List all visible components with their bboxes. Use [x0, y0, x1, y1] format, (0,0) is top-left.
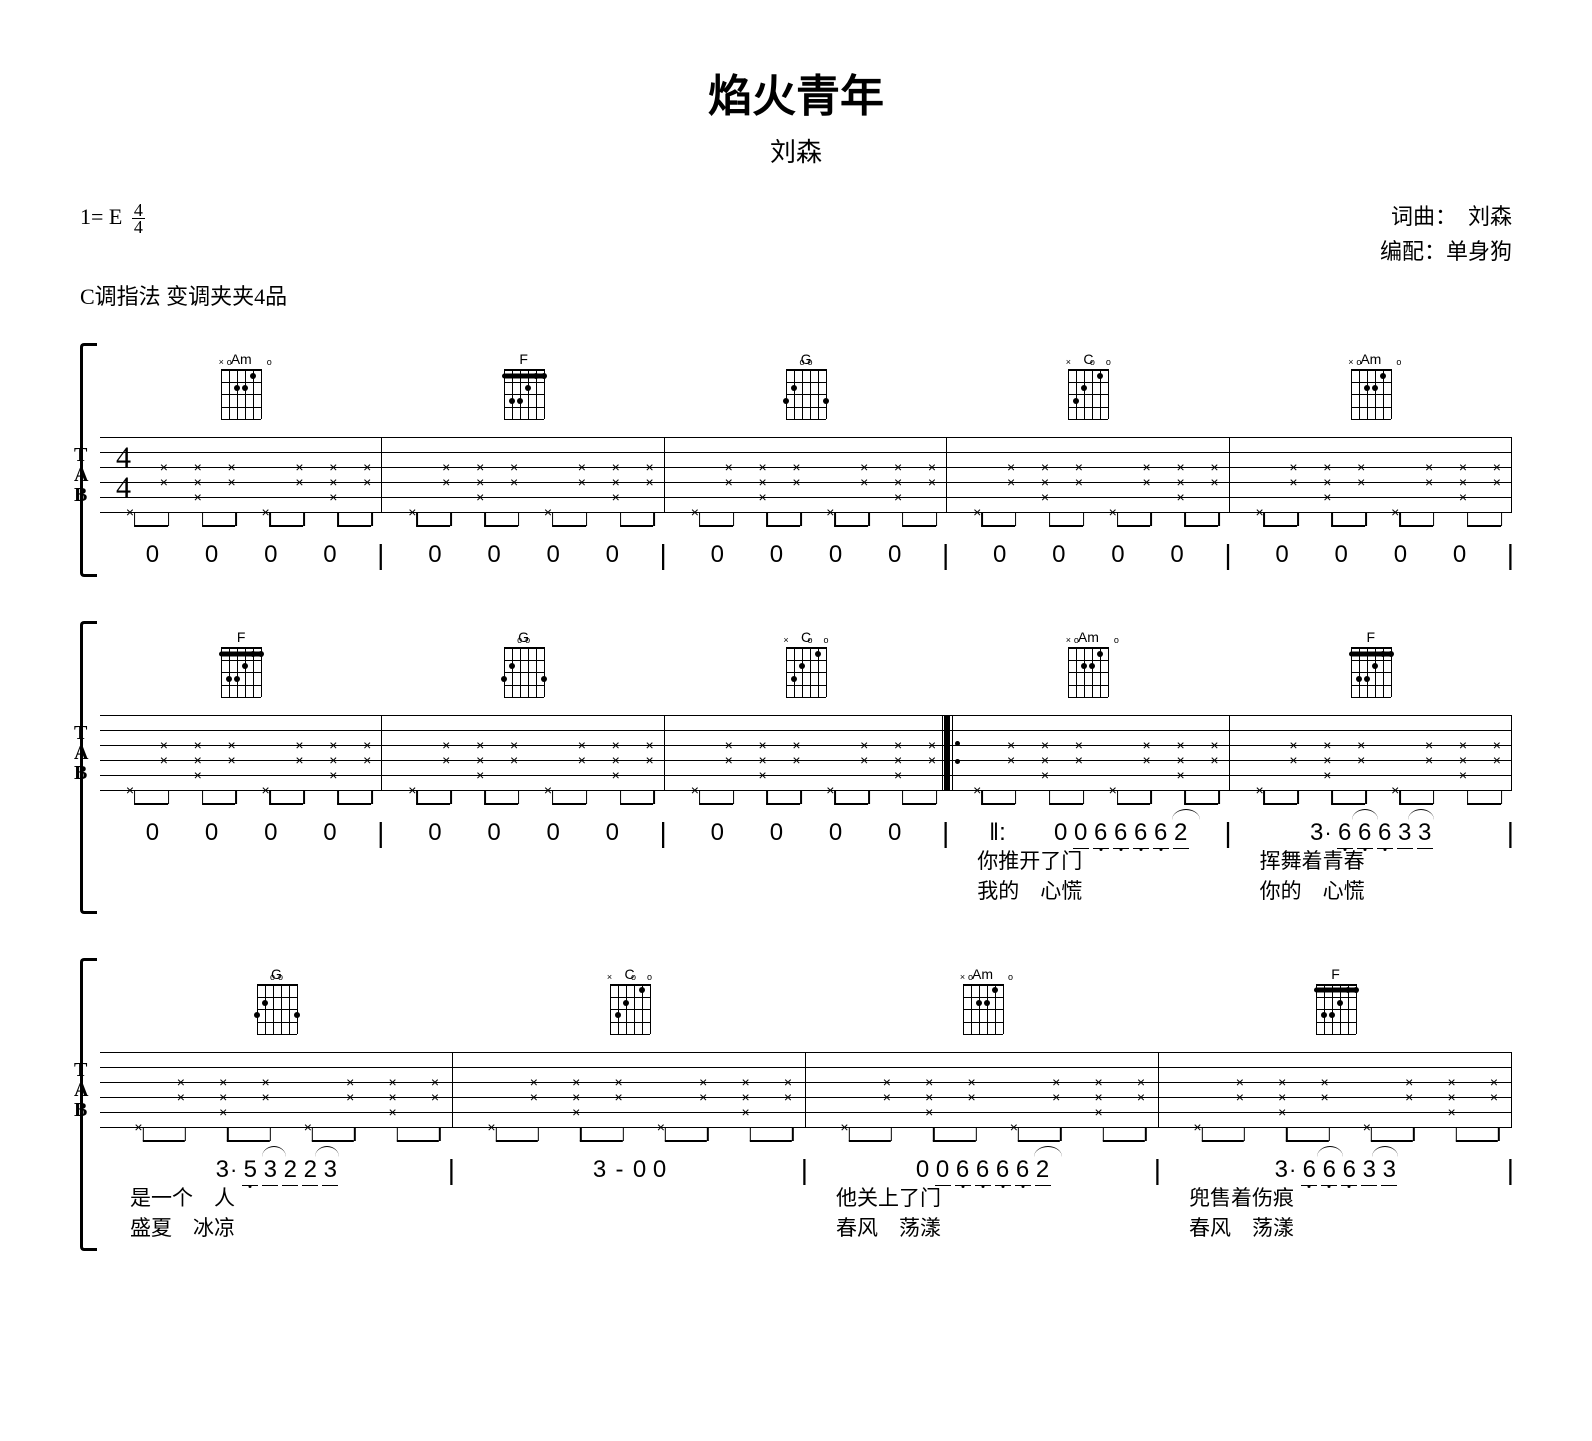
- numeric-measure: 3 66 6 33 |: [1159, 1156, 1512, 1184]
- numeric-measure: 3 66 6 33 |: [1230, 819, 1512, 847]
- chord-diagram-C: C oo×: [1068, 351, 1108, 431]
- lyric-cell: 兜售着伤痕 春风 荡漾: [1159, 1184, 1512, 1243]
- tab-measure: ××××××××××××××××: [806, 1052, 1159, 1142]
- tab-measure: ××××××××××××××××: [453, 1052, 806, 1142]
- chord-diagram-Am: Am oo×: [1068, 629, 1108, 709]
- numeric-measure: 0000|: [665, 819, 947, 847]
- lyric-cell: 挥舞着青春 你的 心慌: [1230, 847, 1512, 906]
- numeric-measure: 3 - 0 0 |: [453, 1156, 806, 1184]
- numeric-measure: 0000|: [100, 819, 382, 847]
- lyric-cell: 他关上了门 春风 荡漾: [806, 1184, 1159, 1243]
- numeric-measure: 0000|: [1230, 541, 1512, 569]
- tab-measure: TAB××××××××××××××××: [100, 715, 382, 805]
- time-signature: 4 4: [132, 202, 145, 235]
- numeric-measure: 0 06 66 62 |: [806, 1156, 1159, 1184]
- tab-measure: ××××××××××××××××: [382, 715, 664, 805]
- chord-diagram-G: G oo: [786, 351, 826, 431]
- chord-diagram-G: G oo: [257, 966, 297, 1046]
- chord-diagram-F: F: [504, 351, 544, 431]
- song-title: 焰火青年: [80, 60, 1512, 124]
- tab-measure: ××××××××××××××××: [382, 437, 664, 527]
- numeric-measure: 3 5 32 23 |: [100, 1156, 453, 1184]
- chord-diagram-C: C oo×: [786, 629, 826, 709]
- chord-diagram-Am: Am oo×: [221, 351, 261, 431]
- chord-diagram-C: C oo×: [610, 966, 650, 1046]
- numeric-measure: 0000|: [100, 541, 382, 569]
- lyric-cell: [665, 847, 947, 906]
- numeric-measure: 0000|: [665, 541, 947, 569]
- chord-diagram-F: F: [221, 629, 261, 709]
- numeric-measure: 0000|: [382, 541, 664, 569]
- tab-measure: ××××××××××××××××: [1230, 715, 1512, 805]
- tab-measure: ××××××××××××××××: [947, 715, 1229, 805]
- tab-measure: ××××××××××××××××: [1230, 437, 1512, 527]
- system-3: G oo C oo× Am oo× F TAB×××××××××××××××× …: [80, 966, 1512, 1243]
- lyric-cell: 是一个 人 盛夏 冰凉: [100, 1184, 453, 1243]
- numeric-measure: 0000|: [382, 819, 664, 847]
- tab-measure: ××××××××××××××××: [665, 437, 947, 527]
- lyric-cell: [453, 1184, 806, 1243]
- tab-measure: TAB44××××××××××××××××: [100, 437, 382, 527]
- chord-diagram-F: F: [1316, 966, 1356, 1046]
- credits: 词曲： 刘森 编配：单身狗: [1380, 199, 1512, 269]
- system-1: Am oo× F G oo C oo× Am oo× TAB44××××××××…: [80, 351, 1512, 569]
- numeric-measure: 0000|: [947, 541, 1229, 569]
- key-label: 1= E: [80, 204, 122, 229]
- tab-measure: ××××××××××××××××: [665, 715, 947, 805]
- lyric-cell: [382, 847, 664, 906]
- key-time: 1= E 4 4: [80, 199, 145, 269]
- tab-measure: ××××××××××××××××: [1159, 1052, 1512, 1142]
- capo-note: C调指法 变调夹夹4品: [80, 279, 1512, 311]
- chord-diagram-Am: Am oo×: [1351, 351, 1391, 431]
- system-2: F G oo C oo× Am oo× F TAB×××××××××××××××…: [80, 629, 1512, 906]
- chord-diagram-Am: Am oo×: [963, 966, 1003, 1046]
- tab-measure: ××××××××××××××××: [947, 437, 1229, 527]
- lyric-cell: [100, 847, 382, 906]
- title-block: 焰火青年 刘森: [80, 60, 1512, 169]
- chord-diagram-F: F: [1351, 629, 1391, 709]
- lyric-cell: 你推开了门 我的 心慌: [947, 847, 1229, 906]
- metadata-row: 1= E 4 4 词曲： 刘森 编配：单身狗: [80, 199, 1512, 269]
- numeric-measure: ‖: 0 06 66 62 |: [947, 819, 1229, 847]
- chord-diagram-G: G oo: [504, 629, 544, 709]
- artist-name: 刘森: [80, 132, 1512, 169]
- tab-measure: TAB××××××××××××××××: [100, 1052, 453, 1142]
